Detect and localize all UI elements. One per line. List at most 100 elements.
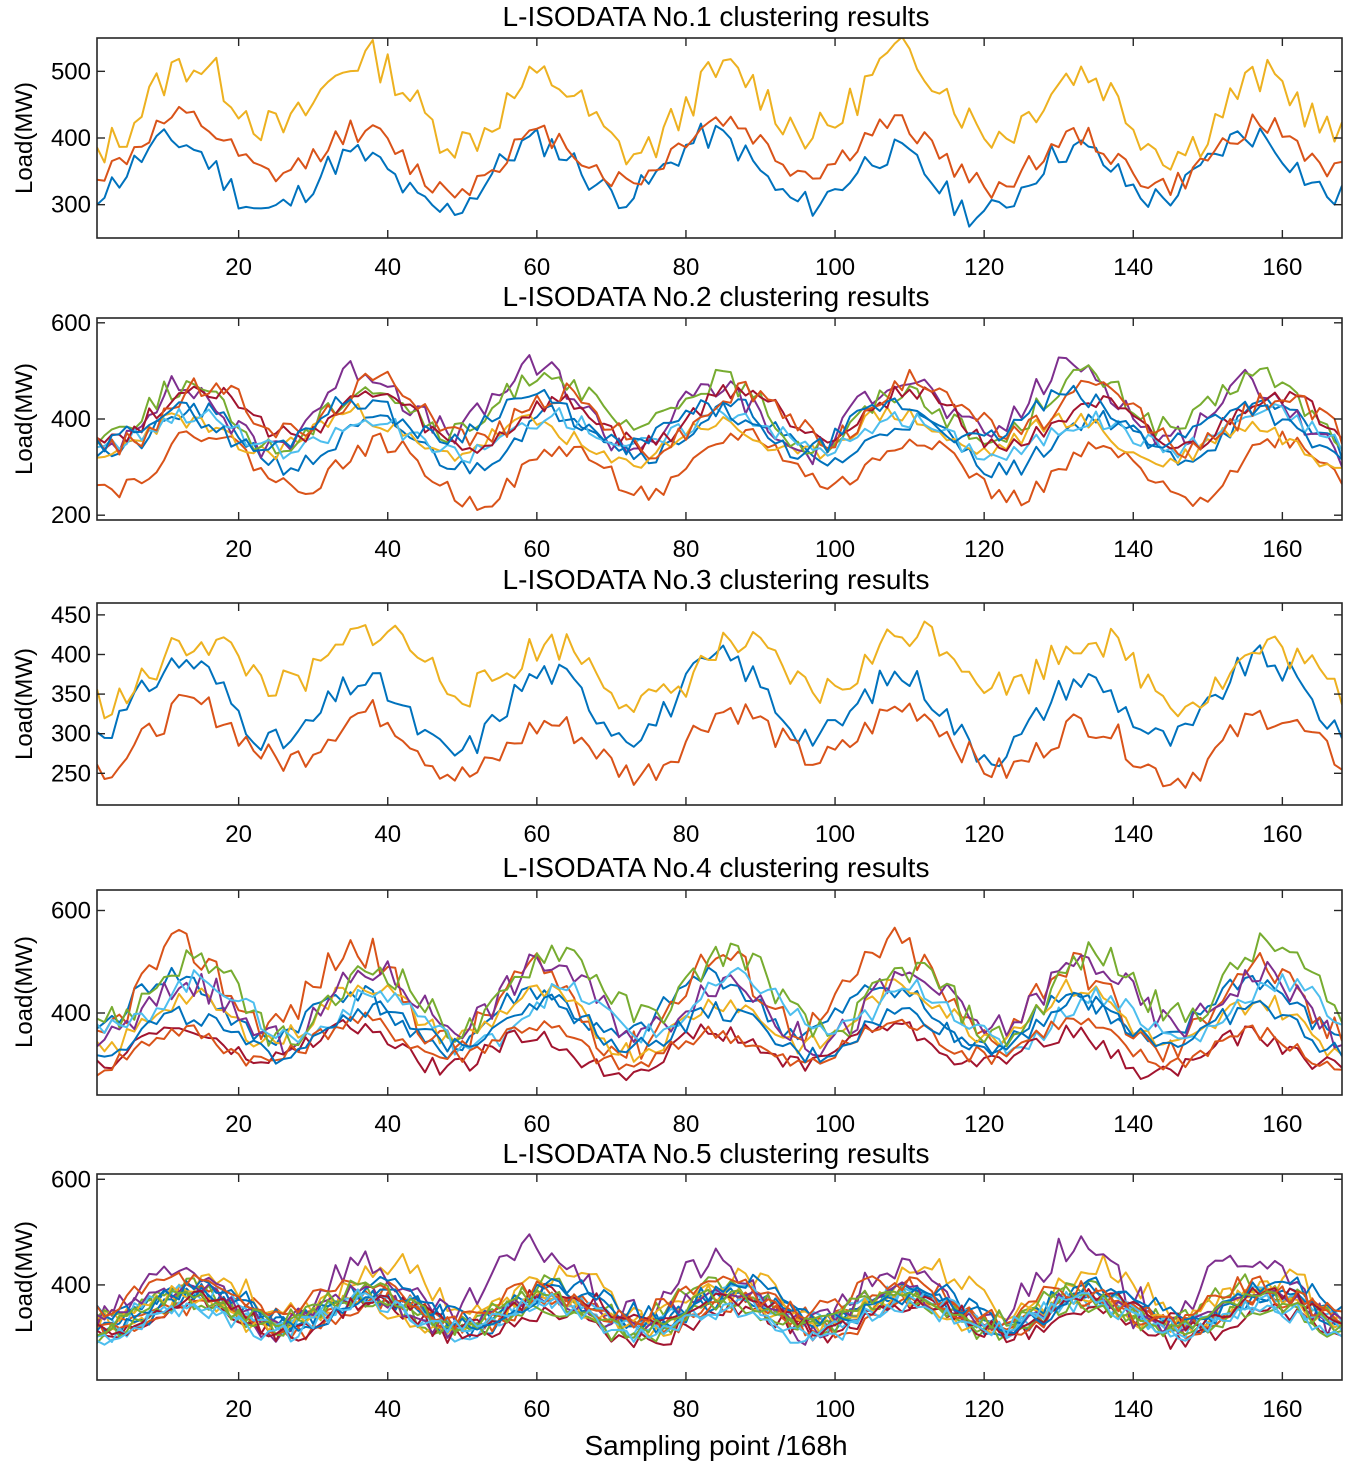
panel-2-title: L-ISODATA No.2 clustering results <box>503 281 930 312</box>
panel-4-xtick-label: 80 <box>673 1111 700 1138</box>
panel-5-xtick-label: 160 <box>1262 1396 1302 1423</box>
panel-2-ticks: 20 40 60 80 100 120 140 160 200 400 600 <box>51 310 1342 563</box>
panel-5-ylabel: Load(MW) <box>11 1221 38 1333</box>
panel-5-series <box>97 1233 1342 1350</box>
panel-2-xtick-label: 40 <box>374 536 401 563</box>
panel-5-series-line-15 <box>97 1273 1342 1334</box>
panel-3-series-line-2 <box>97 693 1342 789</box>
panel-2-series-line-4 <box>97 354 1342 468</box>
panel-4-xtick-label: 140 <box>1113 1111 1153 1138</box>
panel-2-ylabel: Load(MW) <box>11 363 38 475</box>
panel-5-series-line-11 <box>97 1281 1342 1339</box>
panel-4-frame <box>96 889 1343 1096</box>
panel-2: L-ISODATA No.2 clustering results Load(M… <box>11 281 1343 563</box>
panel-2-frame <box>96 317 1343 521</box>
panel-4-title: L-ISODATA No.4 clustering results <box>503 852 930 883</box>
panel-4-series-line-8 <box>97 1011 1342 1077</box>
panel-3-ytick-label: 250 <box>51 760 91 787</box>
panel-2-xtick-label: 160 <box>1262 536 1302 563</box>
panel-3-xtick-label: 100 <box>815 821 855 848</box>
panel-3-ticks: 20 40 60 80 100 120 140 160 250 300 350 400 450 <box>51 602 1342 848</box>
panel-2-ytick-label: 400 <box>51 406 91 433</box>
panel-2-ytick-label: 200 <box>51 502 91 529</box>
panel-5-series-line-14 <box>97 1283 1342 1342</box>
panel-4-ytick-label: 400 <box>51 1000 91 1027</box>
panel-5-series-line-18 <box>97 1292 1342 1346</box>
panel-2-xtick-label: 100 <box>815 536 855 563</box>
panel-5-xtick-label: 100 <box>815 1396 855 1423</box>
panel-5-ticks: 20 40 60 80 100 120 140 160 400 600 <box>51 1166 1342 1423</box>
panel-1-xtick-label: 40 <box>374 254 401 281</box>
panel-5-ytick-label: 600 <box>51 1166 91 1193</box>
panel-2-series-line-5 <box>97 364 1342 455</box>
panel-3: L-ISODATA No.3 clustering results Load(M… <box>11 564 1343 848</box>
panel-4-ylabel: Load(MW) <box>11 936 38 1048</box>
panel-3-ytick-label: 350 <box>51 681 91 708</box>
panel-4-ticks: 20 40 60 80 100 120 140 160 400 600 <box>51 890 1342 1138</box>
panel-2-series-line-2 <box>97 428 1342 511</box>
panel-2-xtick-label: 80 <box>673 536 700 563</box>
panel-1-series <box>97 38 1342 228</box>
panel-3-xtick-label: 80 <box>673 821 700 848</box>
panel-2-xtick-label: 60 <box>523 536 550 563</box>
panel-2-series-line-3 <box>97 402 1342 469</box>
panel-3-series <box>97 620 1342 789</box>
panel-3-ytick-label: 300 <box>51 721 91 748</box>
panel-1-xtick-label: 80 <box>673 254 700 281</box>
panel-5-frame <box>96 1173 1343 1381</box>
panel-3-xtick-label: 40 <box>374 821 401 848</box>
panel-5-xtick-label: 80 <box>673 1396 700 1423</box>
panel-5-xtick-label: 120 <box>964 1396 1004 1423</box>
panel-3-series-line-3 <box>97 620 1342 720</box>
panel-4-xtick-label: 120 <box>964 1111 1004 1138</box>
panel-2-xtick-label: 140 <box>1113 536 1153 563</box>
panel-4-xtick-label: 40 <box>374 1111 401 1138</box>
panel-4-xtick-label: 160 <box>1262 1111 1302 1138</box>
panel-1-xtick-label: 140 <box>1113 254 1153 281</box>
panel-1-xtick-label: 60 <box>523 254 550 281</box>
panel-2-series-line-8 <box>97 368 1342 460</box>
panel-1-series-line-2 <box>97 105 1342 199</box>
panel-1-ytick-label: 300 <box>51 192 91 219</box>
panel-4-series-line-9 <box>97 991 1342 1065</box>
panel-2-xtick-label: 120 <box>964 536 1004 563</box>
panel-1-title: L-ISODATA No.1 clustering results <box>503 1 930 32</box>
panel-1-ytick-label: 500 <box>51 58 91 85</box>
panel-4-xtick-label: 60 <box>523 1111 550 1138</box>
panel-3-xtick-label: 60 <box>523 821 550 848</box>
panel-1-xtick-label: 120 <box>964 254 1004 281</box>
panel-5-ytick-label: 400 <box>51 1272 91 1299</box>
panel-5: L-ISODATA No.5 clustering results Load(M… <box>11 1138 1343 1461</box>
panel-3-xtick-label: 120 <box>964 821 1004 848</box>
panel-1-series-line-1 <box>97 122 1342 228</box>
panel-4-series <box>97 926 1342 1082</box>
panel-5-xtick-label: 40 <box>374 1396 401 1423</box>
panel-2-ytick-label: 600 <box>51 310 91 337</box>
panel-3-frame <box>96 602 1343 806</box>
panel-3-title: L-ISODATA No.3 clustering results <box>503 564 930 595</box>
panel-4-series-line-7 <box>97 1019 1342 1082</box>
panel-4-xtick-label: 100 <box>815 1111 855 1138</box>
panel-3-xtick-label: 140 <box>1113 821 1153 848</box>
panel-3-xtick-label: 160 <box>1262 821 1302 848</box>
panel-2-series-line-7 <box>97 384 1342 454</box>
panel-3-ytick-label: 450 <box>51 602 91 629</box>
panel-4: L-ISODATA No.4 clustering results Load(M… <box>11 852 1343 1138</box>
panel-5-xtick-label: 20 <box>225 1396 252 1423</box>
panel-4-xtick-label: 20 <box>225 1111 252 1138</box>
panel-1-xtick-label: 100 <box>815 254 855 281</box>
panel-1-series-line-3 <box>97 38 1342 171</box>
panel-5-title: L-ISODATA No.5 clustering results <box>503 1138 930 1169</box>
panel-3-ytick-label: 400 <box>51 641 91 668</box>
panel-1-ytick-label: 400 <box>51 125 91 152</box>
panel-1-frame <box>96 37 1343 239</box>
panel-4-ytick-label: 600 <box>51 898 91 925</box>
panel-2-xtick-label: 20 <box>225 536 252 563</box>
panel-5-xtick-label: 60 <box>523 1396 550 1423</box>
panel-1-xtick-label: 160 <box>1262 254 1302 281</box>
panel-1-ticks: 20 40 60 80 100 120 140 160 300 400 500 <box>51 38 1342 281</box>
panel-3-xtick-label: 20 <box>225 821 252 848</box>
panel-1-ylabel: Load(MW) <box>11 82 38 194</box>
